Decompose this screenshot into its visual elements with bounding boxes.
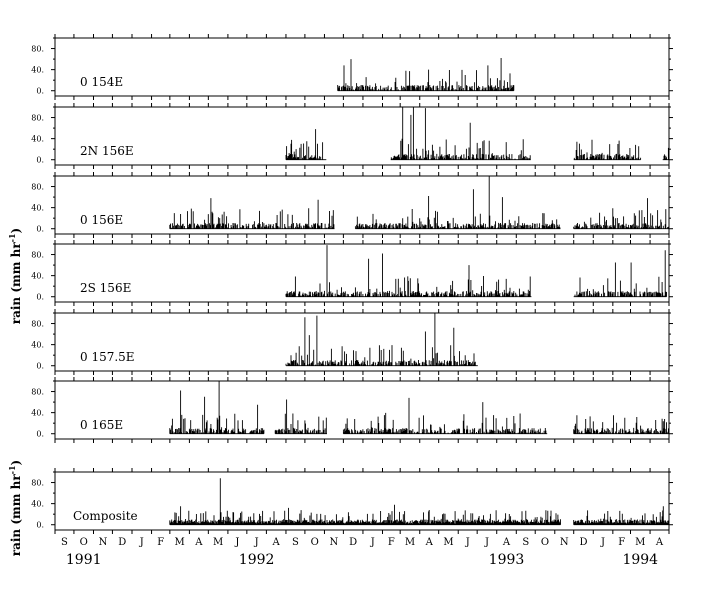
y-axis-label-lower: rain (mm hr-1) [7,460,23,556]
month-label: A [425,537,434,548]
panel-frame [54,175,670,235]
series-label: 0 157.5E [80,350,135,364]
panels: 0. 40. 80. 0 154E 0. 40. 80. 2N 156E 0. 40. 80. 0 1… [31,34,673,534]
rain-bars [285,245,667,298]
month-label: J [254,537,259,548]
y-tick-label: 80. [31,114,44,123]
month-label: A [655,537,664,548]
month-label: M [443,537,453,548]
rain-bars [169,381,670,435]
month-label: O [80,537,88,548]
y-tick-label: 80. [31,388,44,397]
y-tick-label: 40. [31,409,44,418]
month-label: D [579,537,587,548]
y-tick-label: 40. [31,341,44,350]
panel-0-157-5e: 0. 40. 80. 0 157.5E [31,309,673,375]
panel-0-154e: 0. 40. 80. 0 154E [31,34,673,100]
month-label: S [522,537,529,548]
month-label: M [213,537,223,548]
month-label: A [502,537,511,548]
y-tick-label: 0. [36,362,44,371]
month-label: N [560,537,569,548]
year-label: 1994 [622,552,658,568]
y-tick-label: 80. [31,45,44,54]
panel-frame [54,471,670,531]
month-label: J [370,537,375,548]
y-tick-label: 80. [31,251,44,260]
rain-bars [169,176,669,230]
year-labels: 1991 1992 1993 1994 [66,552,658,568]
year-label: 1993 [489,552,525,568]
y-tick-label: 40. [31,204,44,213]
year-label: 1991 [66,552,102,568]
y-tick-label: 80. [31,479,44,488]
y-tick-label: 40. [31,66,44,75]
y-tick-label: 40. [31,135,44,144]
month-label: D [349,537,357,548]
month-label: O [311,537,319,548]
rain-bars [285,107,670,161]
panel-2s-156e: 0. 40. 80. 2S 156E [31,240,673,306]
month-label: J [234,537,239,548]
month-label: S [292,537,299,548]
panel-frame [54,243,670,303]
rain-bars [285,313,478,367]
panel-frame [54,380,670,440]
month-label: N [99,537,108,548]
series-label: 0 154E [80,75,123,89]
series-label: 0 165E [80,418,123,432]
month-label: S [61,537,68,548]
y-tick-label: 40. [31,272,44,281]
month-label: D [118,537,126,548]
series-label: 0 156E [80,213,123,227]
y-tick-label: 0. [36,87,44,96]
panel-0-156e: 0. 40. 80. 0 156E [31,172,673,238]
month-label: J [600,537,605,548]
month-label: M [405,537,415,548]
month-label: J [484,537,489,548]
panel-frame [54,312,670,372]
month-label: F [157,537,164,548]
month-label: M [635,537,645,548]
y-tick-label: 0. [36,521,44,530]
series-label: 2S 156E [80,281,131,295]
y-tick-label: 0. [36,293,44,302]
series-label: 2N 156E [80,144,134,158]
rain-bars [169,478,670,526]
year-label: 1992 [239,552,275,568]
panel-frame [54,37,670,97]
y-tick-label: 40. [31,500,44,509]
y-axis-label-upper: rain (mm hr-1) [7,228,23,324]
y-tick-label: 0. [36,430,44,439]
month-label: J [139,537,144,548]
month-label: O [541,537,549,548]
month-label: F [388,537,395,548]
series-label: Composite [73,509,138,523]
month-label: N [330,537,339,548]
y-tick-label: 80. [31,320,44,329]
panel-frame [54,106,670,166]
month-label: M [175,537,185,548]
month-label: A [194,537,203,548]
rain-bars [337,58,515,92]
panel-0-165e: 0. 40. 80. 0 165E [31,377,673,443]
panel-composite: 0. 40. 80. Composite [31,468,673,534]
y-tick-label: 0. [36,225,44,234]
y-tick-label: 80. [31,183,44,192]
month-label: F [618,537,625,548]
month-label: A [272,537,281,548]
y-tick-label: 0. [36,156,44,165]
panel-2n-156e: 0. 40. 80. 2N 156E [31,103,673,169]
month-label: J [465,537,470,548]
